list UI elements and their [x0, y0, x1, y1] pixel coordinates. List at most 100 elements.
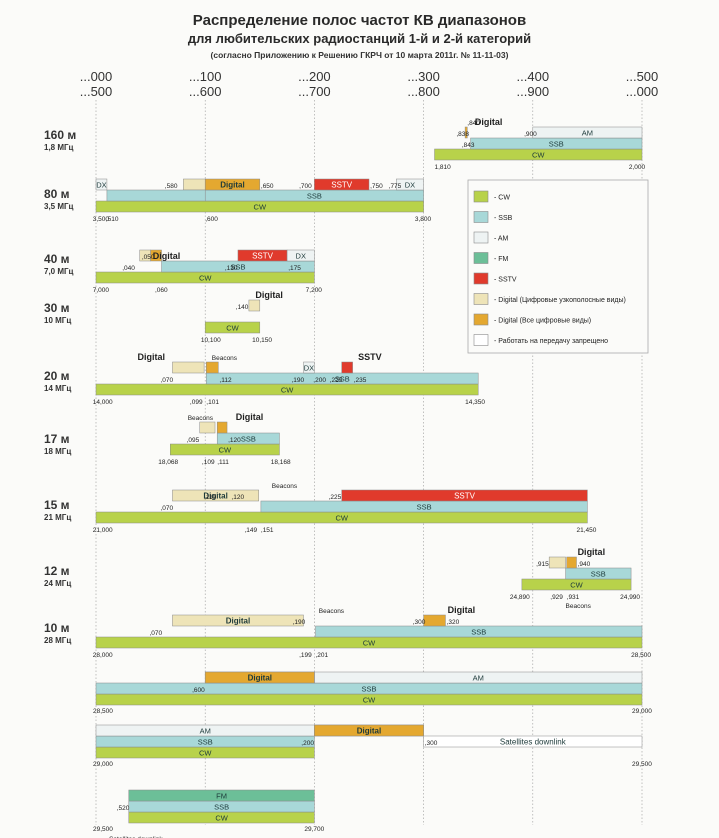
band-8-freq-label: Beacons [319, 608, 345, 615]
wide-end-label: 29,000 [632, 708, 652, 715]
wide-w1-bar-label: CW [363, 696, 376, 705]
band-7-freq-label: ,915 [536, 561, 549, 568]
legend-box [467, 179, 649, 354]
legend-label-am: - AM [494, 236, 509, 243]
band-frequency: 7,0 МГц [44, 267, 74, 276]
band-3-freq-label: Digital [255, 290, 283, 300]
legend-swatch-fm [473, 252, 489, 264]
scale-top-label: ...300 [407, 69, 440, 84]
band-1-bar-label: SSB [307, 192, 322, 201]
band-7-freq-label: Digital [578, 547, 606, 557]
band-5-bar-digall [216, 421, 228, 434]
page-note: (согласно Приложению к Решению ГКРЧ от 1… [210, 50, 509, 60]
band-4-bar-sstv [341, 361, 353, 374]
scale-top-label: ...400 [517, 69, 550, 84]
page-title: Распределение полос частот КВ диапазонов [192, 12, 527, 29]
band-4-freq-label: ,070 [160, 377, 173, 384]
band-3-bar-dignarrow [248, 299, 261, 312]
band-5-freq-label: ,095 [187, 437, 200, 444]
band-4-freq-label: ,200 [313, 377, 326, 384]
scale-bottom-label: ...000 [626, 84, 659, 99]
band-1-bar-ssb [106, 189, 206, 202]
band-1-freq-label: 3,500 [93, 216, 110, 223]
band-3-freq-label: 10,100 [201, 337, 221, 344]
band-7-freq-label: ,931 [567, 594, 580, 601]
band-4-freq-label: 14,350 [465, 399, 485, 406]
page-subtitle: для любительских радиостанций 1-й и 2-й … [187, 31, 532, 46]
band-1-bar-dignarrow [183, 178, 206, 191]
legend-label-fm: - FM [494, 256, 509, 263]
scale-bottom-label: ...600 [189, 84, 222, 99]
band-0-freq-label: ,838 [456, 131, 469, 138]
band-5-freq-label: ,109 [202, 459, 215, 466]
band-4-bar-label: SSB [335, 375, 350, 384]
legend-swatch-none [473, 334, 489, 346]
band-2-freq-label: ,130 [225, 265, 238, 272]
band-8-freq-label: ,190 [293, 619, 306, 626]
band-4-freq-label: SSTV [358, 352, 382, 362]
band-5-freq-label: 18,068 [158, 459, 178, 466]
band-4-freq-label: Beacons [212, 355, 238, 362]
band-7-freq-label: 24,990 [620, 594, 640, 601]
band-1-bar-label: DX [96, 181, 106, 190]
band-2-bar-label: DX [296, 252, 306, 261]
band-name: 15 м [44, 498, 70, 512]
band-6-bar-label: Digital [203, 492, 227, 501]
wide-start-label: 29,500 [93, 826, 113, 833]
scale-top-label: ...100 [189, 69, 222, 84]
band-8-freq-label: ,201 [315, 652, 328, 659]
band-2-bar-label: CW [199, 274, 212, 283]
band-8-freq-label: ,300 [413, 619, 426, 626]
wide-end-label: 29,500 [632, 761, 652, 768]
wide-w2-bar-label: Satellites downlink [500, 738, 567, 747]
scale-top-label: ...500 [626, 69, 659, 84]
legend-swatch-am [473, 231, 489, 244]
legend-label-cw: - CW [494, 195, 510, 202]
band-8-bar-digall [423, 614, 446, 627]
band-6-freq-label: 21,000 [93, 527, 113, 534]
scale-bottom-label: ...500 [80, 84, 113, 99]
band-3-bar-label: CW [226, 324, 239, 333]
scale-bottom-label: ...900 [517, 84, 550, 99]
band-4-freq-label: 14,000 [93, 399, 113, 406]
band-3-bar-cw [204, 321, 261, 334]
band-5-freq-label: 18,168 [271, 459, 291, 466]
band-7-freq-label: 24,890 [510, 594, 530, 601]
wide-w1-bar-label: Digital [248, 674, 272, 683]
band-0-freq-label: 1,810 [435, 164, 452, 171]
band-4-freq-label: ,101 [206, 399, 219, 406]
band-name: 20 м [44, 369, 70, 383]
band-2-bar-label: SSB [230, 263, 245, 272]
band-5-freq-label: ,111 [217, 459, 229, 466]
band-1-freq-label: 3,800 [415, 216, 432, 223]
legend-swatch-digall [473, 313, 489, 326]
band-2-bar-am [286, 249, 315, 262]
wide-w1-bar-digall [204, 671, 315, 684]
band-5-freq-label: Beacons [188, 415, 214, 422]
legend-label-dignarrow: - Digital (Цифровые узкополосные виды) [494, 297, 626, 304]
band-1-freq-label: ,650 [261, 183, 274, 190]
band-8-bar-dignarrow [172, 614, 304, 627]
band-0-freq-label: ,900 [524, 131, 537, 138]
band-1-bar-digall [204, 178, 261, 191]
wide-w1-bar-label: SSB [361, 685, 376, 694]
band-8-bar-ssb [315, 625, 643, 638]
band-1-bar-label: DX [405, 181, 415, 190]
band-8-freq-label: ,199 [299, 652, 312, 659]
band-8-bar-label: SSB [471, 628, 486, 637]
band-5-freq-label: ,120 [228, 437, 241, 444]
band-1-freq-label: ,750 [370, 183, 383, 190]
wide-w2-bar-label: CW [199, 749, 212, 758]
band-2-freq-label: 7,200 [306, 287, 323, 294]
band-2-bar-label: SSTV [252, 252, 274, 261]
wide-w1-bar-label: AM [473, 674, 484, 683]
band-0-bar-label: AM [582, 129, 593, 138]
band-2-freq-label: 7,000 [93, 287, 110, 294]
band-frequency: 28 МГц [44, 636, 71, 645]
band-3-freq-label: 10,150 [252, 337, 272, 344]
wide-w2-bar-label: AM [200, 727, 211, 736]
band-5-bar-dignarrow [199, 421, 216, 434]
band-1-freq-label: ,580 [165, 183, 178, 190]
wide-w2-bar-label: SSB [198, 738, 213, 747]
